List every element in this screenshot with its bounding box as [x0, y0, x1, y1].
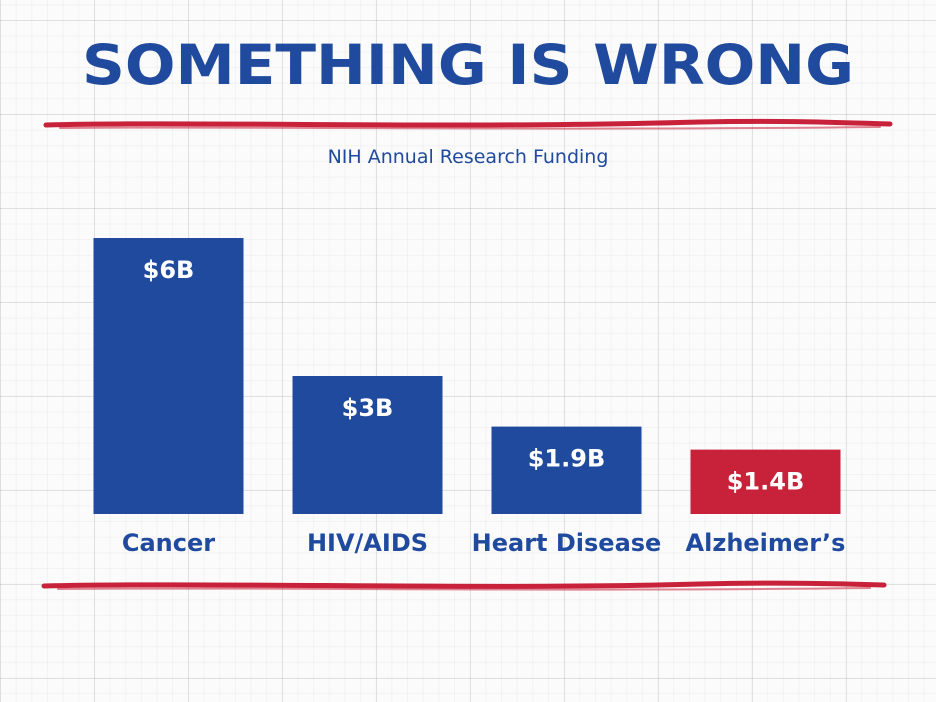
- bottom-red-rule-texture: [57, 587, 871, 591]
- category-label-heart-disease: Heart Disease: [472, 529, 662, 557]
- top-red-rule: [43, 118, 893, 128]
- bar-heart-disease: [491, 426, 642, 514]
- bottom-red-rule: [41, 580, 887, 589]
- bar-cancer: [93, 238, 244, 514]
- top-red-rule-texture: [59, 126, 881, 130]
- value-label-hiv-aids: $3B: [342, 394, 394, 422]
- bar-alzheimer-s: [690, 449, 841, 514]
- headline: SOMETHING IS WRONG: [82, 33, 854, 97]
- value-label-alzheimer-s: $1.4B: [727, 468, 805, 496]
- bars-group: $6B Cancer $3B HIV/AIDS $1.9B Heart Disease $1…: [93, 238, 846, 557]
- category-label-cancer: Cancer: [122, 529, 215, 557]
- bar-hiv-aids: [292, 376, 443, 514]
- chart-title: NIH Annual Research Funding: [328, 146, 609, 168]
- category-label-hiv-aids: HIV/AIDS: [307, 529, 428, 557]
- value-label-cancer: $6B: [143, 256, 195, 284]
- value-label-heart-disease: $1.9B: [528, 445, 606, 473]
- category-label-alzheimer-s: Alzheimer’s: [686, 529, 846, 557]
